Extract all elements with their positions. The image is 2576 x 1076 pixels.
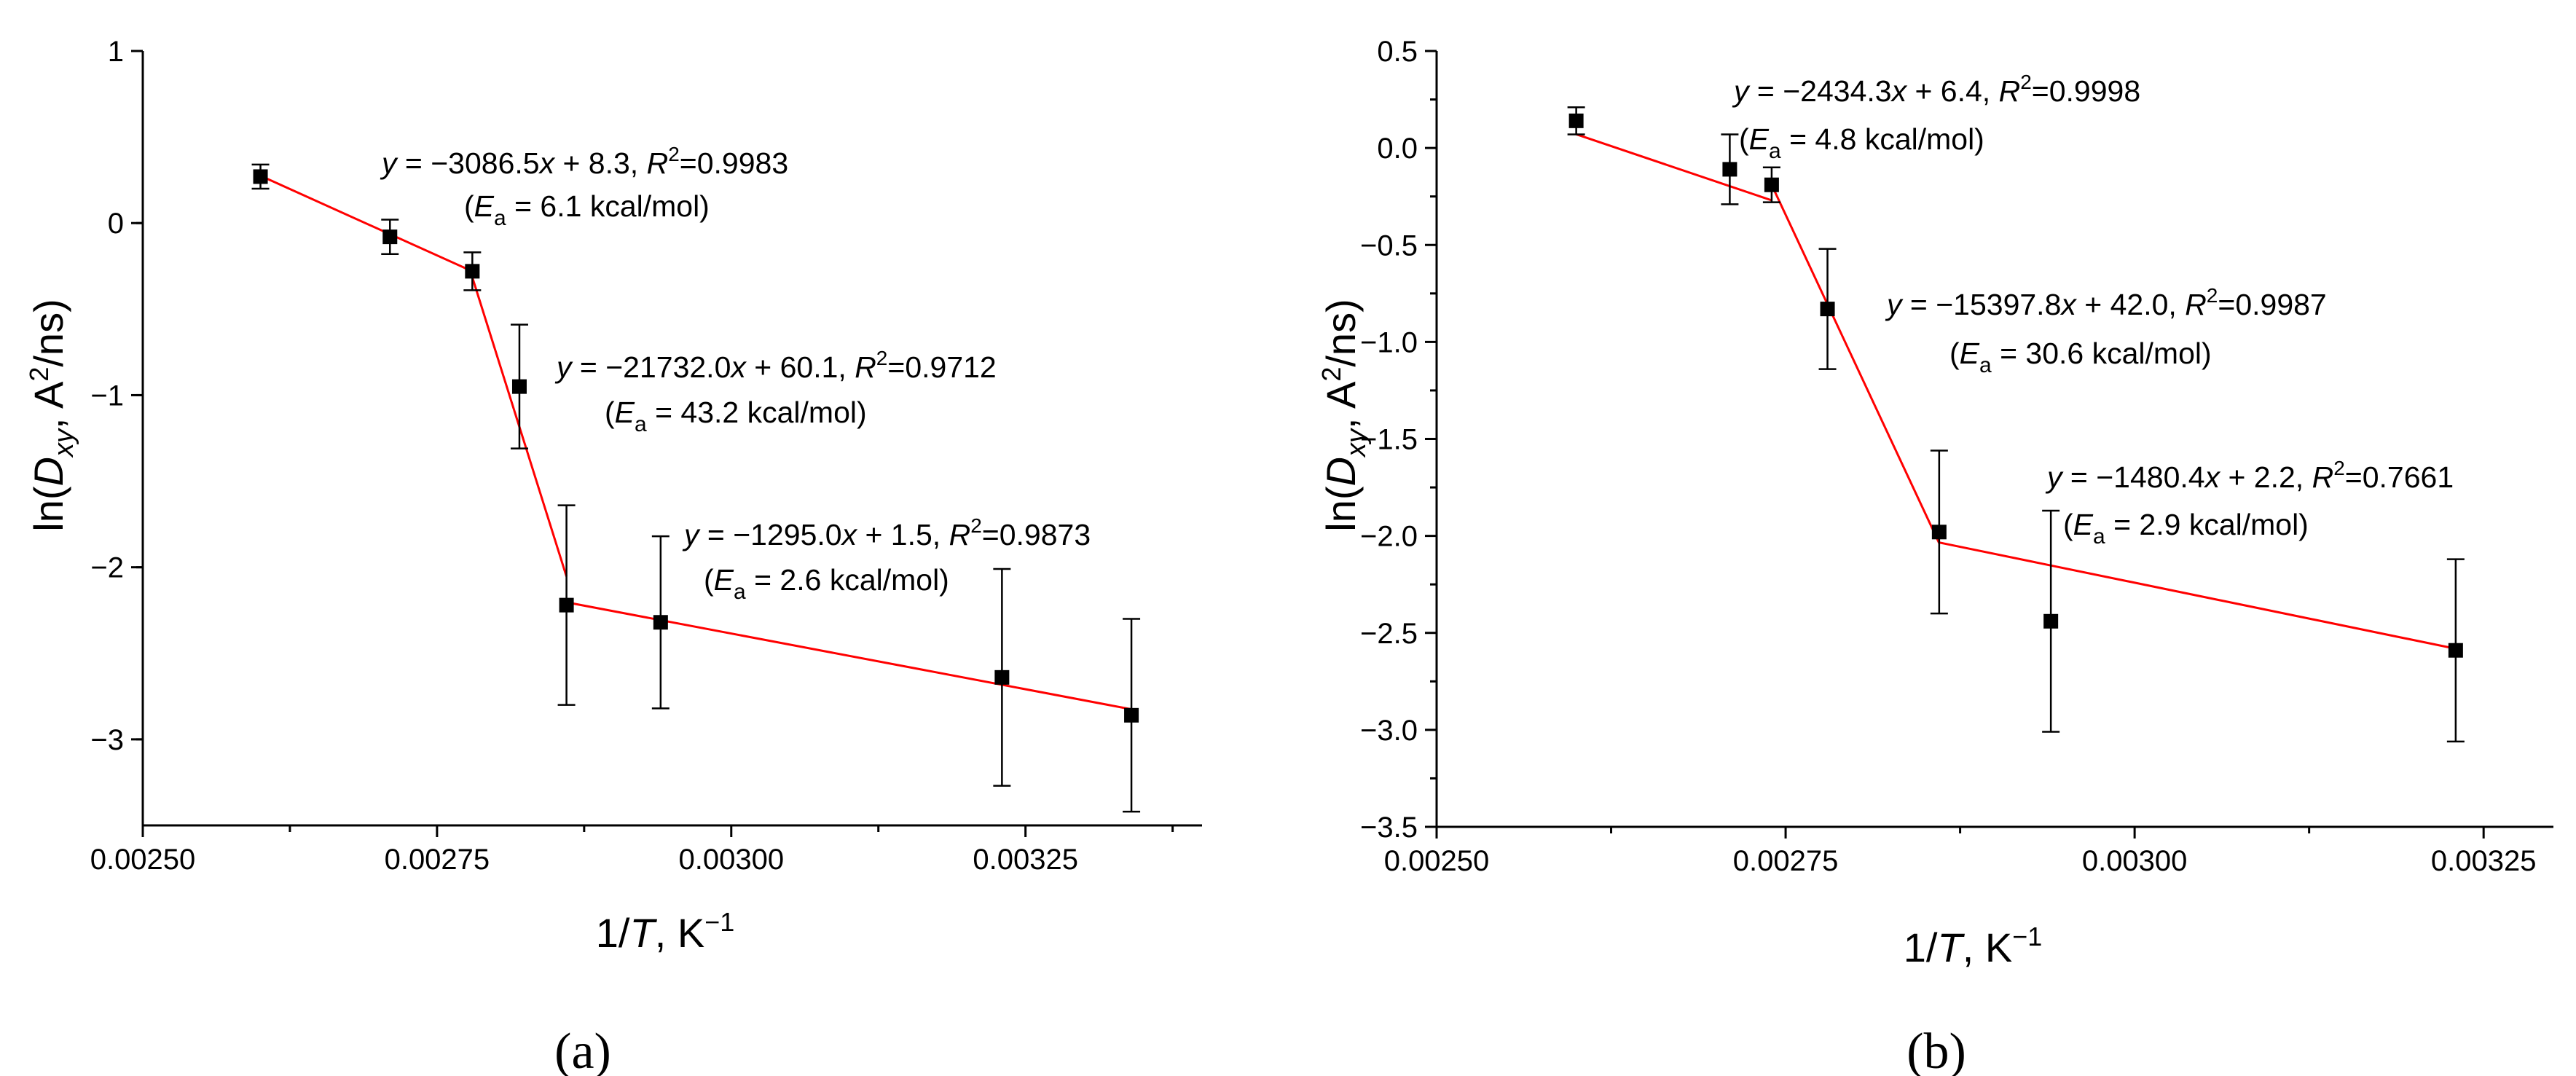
axis-ticks: 0.00250 0.00275 0.00300 0.00325 1 0 −1 −2 −3: [90, 36, 1174, 876]
data-point: [1818, 248, 1837, 370]
data-points: [1567, 106, 2465, 743]
marker-square: [1722, 162, 1737, 177]
fit-annotation-a1-energy: (Ea = 6.1 kcal/mol): [464, 189, 710, 230]
data-point: [1567, 106, 1585, 136]
y-axis-label: ln(Dxy, A2/ns): [1316, 299, 1372, 531]
data-point: [1930, 449, 1948, 615]
data-points: [251, 163, 1141, 813]
y-tick-label: −1.5: [1360, 424, 1418, 456]
chart-panel-b: 0.00250 0.00275 0.00300 0.00325 0.5 0.0 −0.5 −1…: [1316, 36, 2553, 1076]
y-tick-label: −1.0: [1360, 326, 1418, 358]
data-point: [251, 163, 270, 190]
x-tick-label: 0.00250: [90, 844, 196, 876]
y-tick-label: 0: [108, 208, 124, 240]
y-tick-label: 0.5: [1377, 36, 1418, 68]
data-point: [651, 535, 669, 710]
fit-annotation-a2-equation: y = −21732.0x + 60.1, R2=0.9712: [554, 347, 997, 384]
x-tick-label: 0.00275: [385, 844, 490, 876]
fit-line: [1939, 541, 2457, 650]
x-tick-label: 0.00300: [2082, 845, 2188, 877]
axis-ticks: 0.00250 0.00275 0.00300 0.00325 0.5 0.0 −0.5 −1…: [1360, 36, 2536, 877]
y-tick-label: −3.0: [1360, 715, 1418, 747]
x-axis-label: 1/T, K−1: [596, 907, 734, 956]
fit-line: [566, 601, 1132, 711]
fit-lines: [1576, 133, 2457, 650]
fit-annotation-b3-equation: y = −1480.4x + 2.2, R2=0.7661: [2045, 457, 2454, 494]
y-tick-label: −2: [90, 552, 124, 584]
marker-square: [253, 169, 268, 184]
fit-annotation-b3-energy: (Ea = 2.9 kcal/mol): [2063, 508, 2309, 549]
fit-annotation-a3-energy: (Ea = 2.6 kcal/mol): [704, 563, 949, 604]
x-axis-label: 1/T, K−1: [1904, 922, 2042, 970]
marker-square: [465, 264, 480, 279]
panel-label-a: (a): [554, 1024, 611, 1076]
marker-square: [994, 669, 1010, 685]
fit-annotation-b1-equation: y = −2434.3x + 6.4, R2=0.9998: [1732, 71, 2140, 108]
marker-square: [1764, 177, 1779, 192]
data-point: [1762, 166, 1780, 203]
fit-line: [1576, 133, 1772, 202]
x-tick-label: 0.00325: [973, 844, 1078, 876]
fit-annotation-a2-energy: (Ea = 43.2 kcal/mol): [605, 396, 867, 436]
data-point: [557, 504, 576, 706]
y-tick-label: 1: [108, 36, 124, 68]
marker-square: [1568, 113, 1584, 128]
fit-line: [259, 174, 473, 272]
fit-lines: [259, 174, 1132, 711]
data-point: [381, 219, 399, 255]
x-tick-label: 0.00300: [678, 844, 784, 876]
x-tick-label: 0.00325: [2431, 845, 2537, 877]
fit-line: [1770, 184, 1941, 544]
fit-annotation-b2-energy: (Ea = 30.6 kcal/mol): [1949, 337, 2212, 377]
fit-annotation-a1-equation: y = −3086.5x + 8.3, R2=0.9983: [380, 143, 788, 180]
marker-square: [559, 597, 574, 613]
x-tick-label: 0.00250: [1384, 845, 1490, 877]
data-point: [2042, 509, 2060, 733]
marker-square: [1931, 525, 1947, 540]
fit-annotation-b1-energy: (Ea = 4.8 kcal/mol): [1739, 122, 1984, 163]
y-axis-line: [141, 51, 144, 825]
fit-annotation-b2-equation: y = −15397.8x + 42.0, R2=0.9987: [1885, 284, 2327, 321]
y-tick-label: −3: [90, 724, 124, 756]
data-point: [510, 323, 528, 449]
data-point: [1721, 133, 1739, 205]
y-tick-label: −0.5: [1360, 229, 1418, 262]
marker-square: [511, 379, 527, 394]
marker-square: [2448, 643, 2463, 658]
y-tick-label: −2.5: [1360, 618, 1418, 650]
marker-square: [1124, 707, 1139, 723]
marker-square: [653, 615, 668, 630]
chart-panel-a: 0.00250 0.00275 0.00300 0.00325 1 0 −1 −2 −3 ln(…: [24, 36, 1202, 1076]
y-tick-label: −1: [90, 380, 124, 412]
y-tick-label: −2.0: [1360, 521, 1418, 553]
y-axis-label: ln(Dxy, A2/ns): [24, 299, 79, 531]
data-point: [2446, 558, 2465, 743]
y-axis-line: [1435, 51, 1438, 827]
x-axis-line: [143, 824, 1202, 827]
x-tick-label: 0.00275: [1733, 845, 1839, 877]
marker-square: [2043, 613, 2059, 629]
fit-annotation-a3-equation: y = −1295.0x + 1.5, R2=0.9873: [682, 514, 1091, 551]
y-tick-label: −3.5: [1360, 812, 1418, 844]
marker-square: [382, 229, 398, 245]
panel-label-b: (b): [1907, 1024, 1966, 1076]
data-point: [463, 251, 482, 291]
x-axis-line: [1437, 825, 2553, 828]
data-point: [993, 568, 1011, 787]
y-tick-label: 0.0: [1377, 133, 1418, 165]
marker-square: [1820, 302, 1835, 317]
data-point: [1123, 618, 1141, 813]
